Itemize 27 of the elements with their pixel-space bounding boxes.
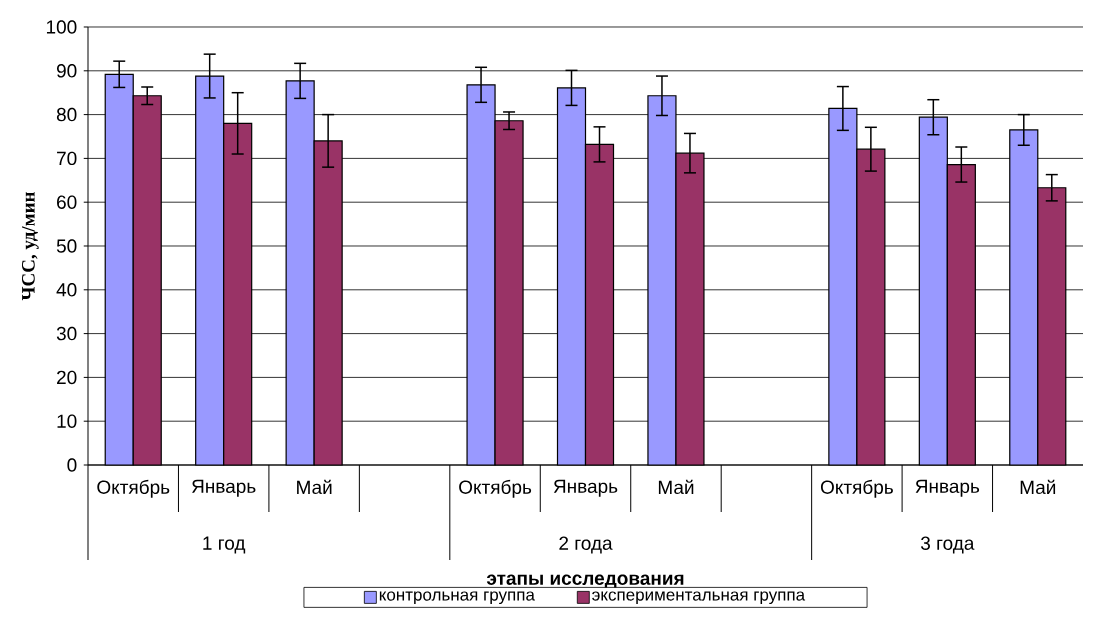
y-tick-label: 30 xyxy=(56,326,77,341)
y-tick-label: 50 xyxy=(56,239,77,253)
x-tick-label: Май xyxy=(658,479,694,495)
y-tick-label: 20 xyxy=(57,370,77,385)
y-tick-label: 60 xyxy=(57,195,77,209)
y-tick-label: 80 xyxy=(56,107,77,122)
y-tick-label: 0 xyxy=(67,458,77,472)
text: 3 года xyxy=(920,536,975,554)
x-tick-label: Октябрь xyxy=(820,479,893,498)
y-axis-title: ЧСС, уд/мин xyxy=(21,192,39,301)
x-tick-label: Октябрь xyxy=(459,479,532,498)
x-axis-title: этапы исследования xyxy=(486,574,684,589)
legend-label: контрольная группа xyxy=(379,591,535,605)
x-tick-label: Январь xyxy=(915,479,980,497)
y-tick-label: 70 xyxy=(57,151,77,166)
y-tick-label: 10 xyxy=(57,414,77,428)
x-tick-label: Январь xyxy=(553,479,618,497)
text: 2 года xyxy=(559,536,613,554)
x-tick-label: Октябрь xyxy=(97,479,170,498)
legend-label: экспериментальная группа xyxy=(592,591,806,605)
y-tick-label: 100 xyxy=(46,20,77,34)
y-tick-label: 40 xyxy=(56,283,77,297)
x-tick-label: Май xyxy=(1020,479,1056,495)
text: 1 год xyxy=(203,536,246,554)
y-tick-label: 90 xyxy=(56,64,77,78)
x-tick-label: Январь xyxy=(192,479,256,497)
x-tick-label: Май xyxy=(297,479,332,495)
